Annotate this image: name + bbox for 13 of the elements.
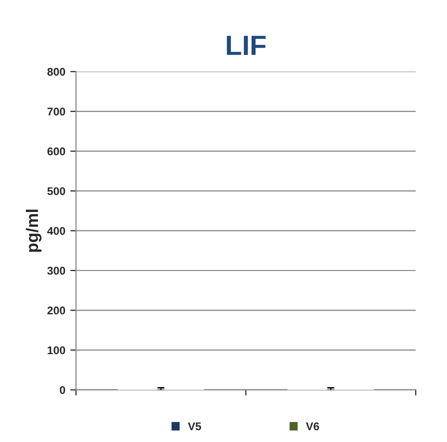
y-tick-label: 600 [47,147,66,156]
chart-title: LIF [226,36,266,55]
y-tick-label: 100 [48,346,66,354]
y-tick-label: 200 [47,306,66,314]
y-tick-label: 700 [48,108,66,116]
legend-label: V6 [306,422,320,430]
y-tick-label: 800 [47,68,66,76]
legend-label: V5 [188,422,202,430]
y-axis-title: pg/ml [26,210,42,252]
y-tick-label: 500 [47,187,66,196]
y-tick-label: 0 [60,386,66,394]
y-tick-label: 400 [47,226,66,235]
y-tick-label: 300 [47,266,66,275]
